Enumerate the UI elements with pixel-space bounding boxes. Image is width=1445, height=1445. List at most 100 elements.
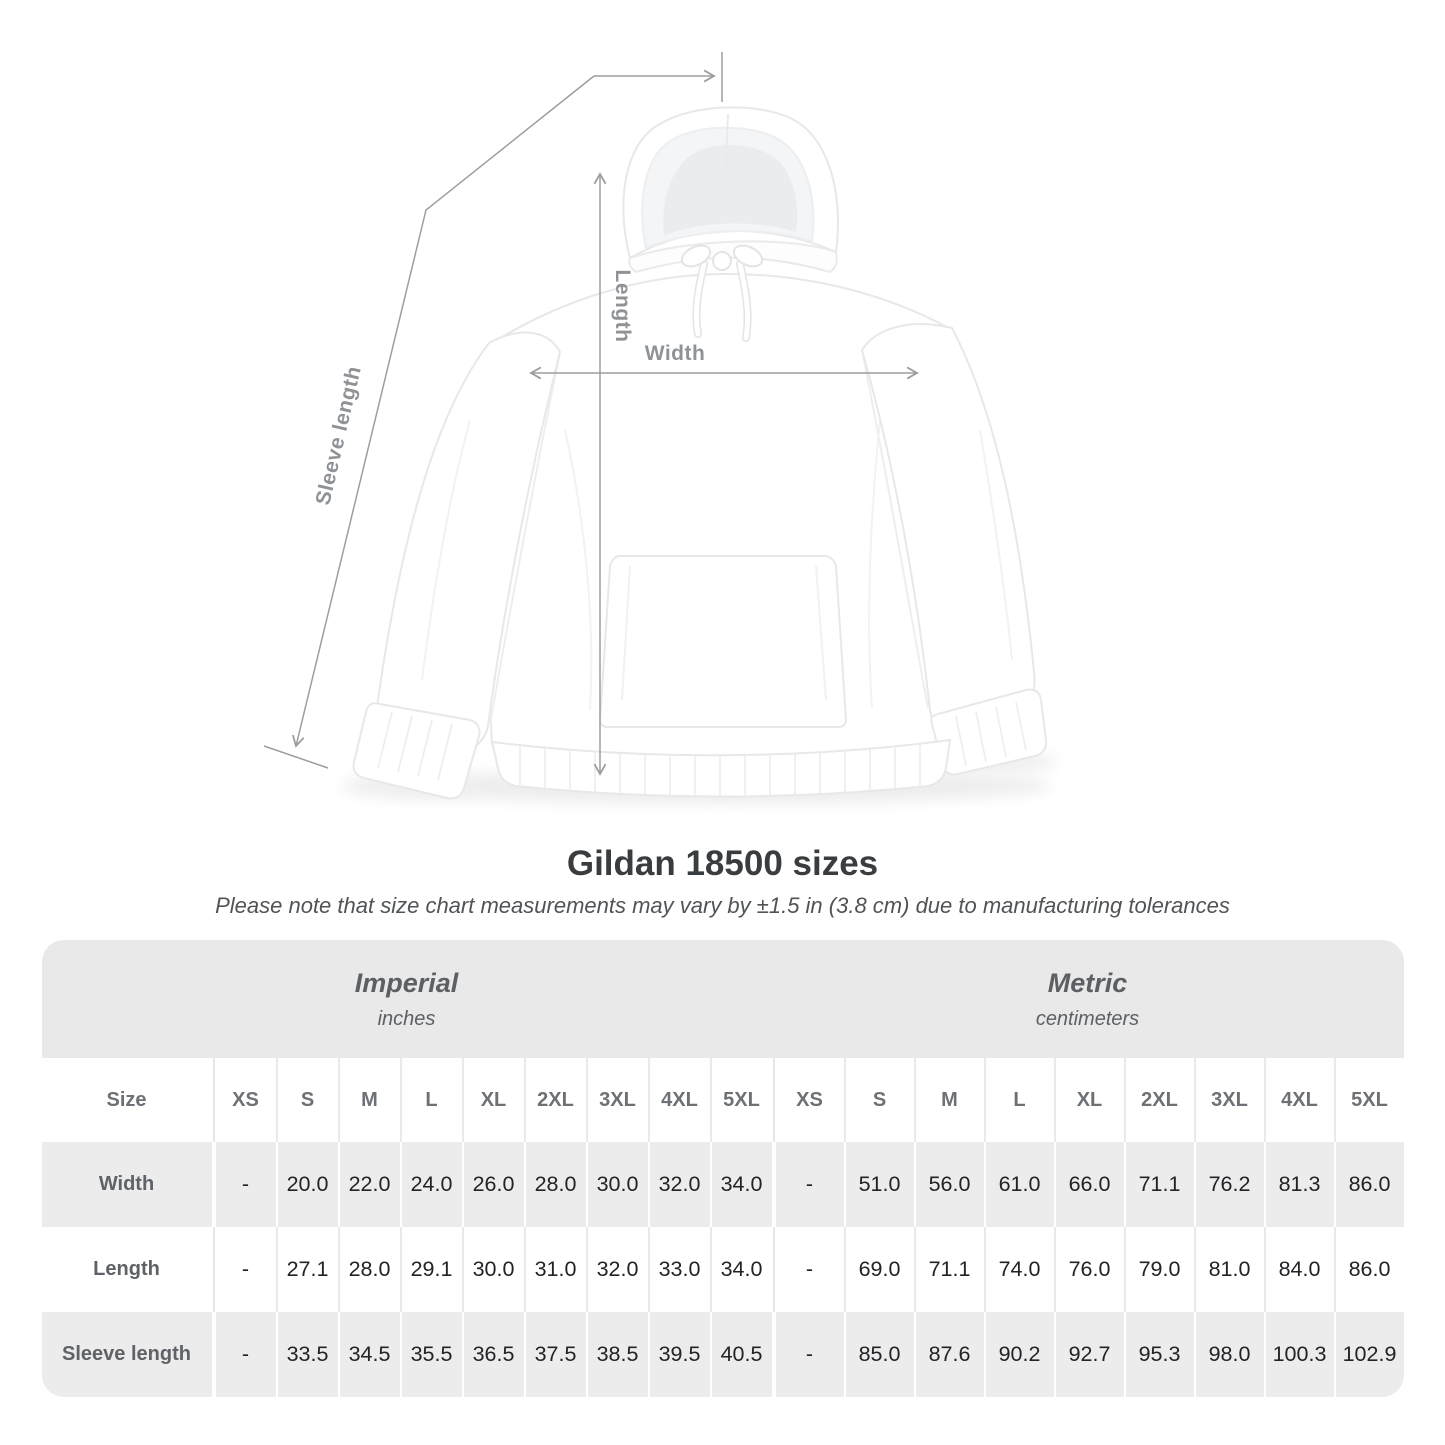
column-separator xyxy=(1053,1142,1056,1227)
column-separator xyxy=(1333,1227,1336,1312)
size-value-cell: 22.0 xyxy=(339,1142,400,1227)
units-header: Imperial inches Metric centimeters xyxy=(41,940,1404,1058)
column-separator xyxy=(983,1312,986,1397)
metric-label: Metric xyxy=(1047,967,1128,998)
column-separator xyxy=(709,1312,712,1397)
column-separator xyxy=(275,1142,278,1227)
size-value-cell: 90.2 xyxy=(985,1312,1054,1397)
column-separator xyxy=(585,1058,588,1142)
size-value-cell: 95.3 xyxy=(1125,1312,1194,1397)
column-separator xyxy=(913,1142,916,1227)
size-value-cell: - xyxy=(775,1312,844,1397)
column-separator xyxy=(211,1227,216,1312)
size-value-cell: 86.0 xyxy=(1335,1142,1404,1227)
neckband xyxy=(628,240,838,274)
size-value-cell: 34.0 xyxy=(711,1227,772,1312)
size-value-cell: - xyxy=(215,1312,276,1397)
column-separator xyxy=(1053,1058,1056,1142)
column-separator xyxy=(1123,1058,1126,1142)
size-value-cell: - xyxy=(215,1227,276,1312)
col-header: 5XL xyxy=(711,1058,772,1142)
size-value-cell: 36.5 xyxy=(463,1312,524,1397)
row-label: Length xyxy=(41,1227,212,1312)
size-value-cell: - xyxy=(775,1142,844,1227)
col-header: XL xyxy=(1055,1058,1124,1142)
size-value-cell: 100.3 xyxy=(1265,1312,1334,1397)
row-label: Sleeve length xyxy=(41,1312,212,1397)
size-value-cell: 37.5 xyxy=(525,1312,586,1397)
column-separator xyxy=(647,1142,650,1227)
imperial-label: Imperial xyxy=(354,967,459,998)
size-value-cell: 32.0 xyxy=(587,1227,648,1312)
size-value-cell: 26.0 xyxy=(463,1142,524,1227)
column-separator xyxy=(337,1227,340,1312)
col-header: 5XL xyxy=(1335,1058,1404,1142)
size-value-cell: 35.5 xyxy=(401,1312,462,1397)
column-separator xyxy=(843,1142,846,1227)
column-separator xyxy=(399,1312,402,1397)
size-value-cell: 28.0 xyxy=(339,1227,400,1312)
col-header: 2XL xyxy=(1125,1058,1194,1142)
column-separator xyxy=(1193,1227,1196,1312)
column-separator xyxy=(399,1142,402,1227)
size-value-cell: 92.7 xyxy=(1055,1312,1124,1397)
width-measure-label: Width xyxy=(645,342,706,365)
column-separator xyxy=(523,1227,526,1312)
size-value-cell: 39.5 xyxy=(649,1312,710,1397)
column-separator xyxy=(1053,1312,1056,1397)
column-separator xyxy=(275,1312,278,1397)
hoodie-diagram: Width Length Sleeve length xyxy=(263,52,1056,804)
col-header: 3XL xyxy=(1195,1058,1264,1142)
column-separator xyxy=(771,1058,776,1142)
size-value-cell: 76.2 xyxy=(1195,1142,1264,1227)
column-separator xyxy=(211,1142,216,1227)
size-value-cell: 84.0 xyxy=(1265,1227,1334,1312)
size-value-cell: 85.0 xyxy=(845,1312,914,1397)
column-separator xyxy=(585,1142,588,1227)
column-separator xyxy=(1123,1312,1126,1397)
table-row: Length -27.1 28.0 29.1 30.0 31.0 32.0 33.0 34.0-… xyxy=(41,1227,1404,1312)
page-title: Gildan 18500 sizes xyxy=(566,844,879,883)
column-separator xyxy=(337,1058,340,1142)
size-value-cell: 66.0 xyxy=(1055,1142,1124,1227)
column-separator xyxy=(1193,1058,1196,1142)
column-separator xyxy=(983,1227,986,1312)
drawstrings xyxy=(680,244,764,342)
col-header: 4XL xyxy=(649,1058,710,1142)
column-separator xyxy=(647,1312,650,1397)
hoodie-illustration xyxy=(352,106,1048,800)
column-separator xyxy=(771,1227,776,1312)
column-separator xyxy=(337,1142,340,1227)
metric-unit: centimeters xyxy=(1035,1007,1140,1030)
col-header: 4XL xyxy=(1265,1058,1334,1142)
size-value-cell: 30.0 xyxy=(587,1142,648,1227)
column-separator xyxy=(1333,1142,1336,1227)
column-separator xyxy=(523,1312,526,1397)
metric-group-header: Metric centimeters xyxy=(772,940,1404,1058)
size-note: Please note that size chart measurements… xyxy=(215,893,1230,918)
column-separator xyxy=(523,1058,526,1142)
column-separator xyxy=(1053,1227,1056,1312)
size-value-cell: 61.0 xyxy=(985,1142,1054,1227)
column-separator xyxy=(843,1058,846,1142)
size-value-cell: 76.0 xyxy=(1055,1227,1124,1312)
table-row: Width -20.0 22.0 24.0 26.0 28.0 30.0 32.0 34.0-5… xyxy=(41,1142,1404,1227)
size-value-cell: 81.3 xyxy=(1265,1142,1334,1227)
column-separator xyxy=(1193,1142,1196,1227)
size-value-cell: 31.0 xyxy=(525,1227,586,1312)
col-header: S xyxy=(845,1058,914,1142)
size-value-cell: 74.0 xyxy=(985,1227,1054,1312)
column-separator xyxy=(913,1227,916,1312)
col-header: L xyxy=(401,1058,462,1142)
size-value-cell: 33.5 xyxy=(277,1312,338,1397)
table-row: Size XS S M L XL 2XL 3XL 4XL 5XL XS S M L XL 2XL 3XL 4XL 5… xyxy=(41,1058,1404,1142)
table-row: Sleeve length -33.5 34.5 35.5 36.5 37.5 38.5 39… xyxy=(41,1312,1404,1397)
size-value-cell: 56.0 xyxy=(915,1142,984,1227)
column-separator xyxy=(275,1058,278,1142)
column-separator xyxy=(461,1312,464,1397)
imperial-unit: inches xyxy=(377,1007,436,1030)
sleeve-length-arrow xyxy=(263,52,723,769)
column-separator xyxy=(709,1142,712,1227)
size-value-cell: 71.1 xyxy=(1125,1142,1194,1227)
